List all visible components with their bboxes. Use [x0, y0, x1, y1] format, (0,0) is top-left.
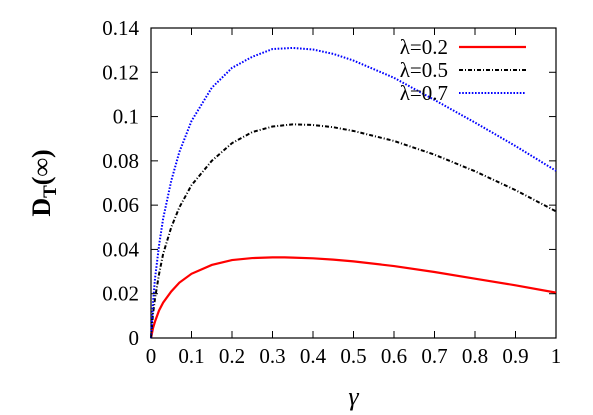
x-tick-label: 0.6 — [381, 344, 407, 368]
x-tick-label: 0.7 — [421, 344, 447, 368]
x-tick-label: 0.9 — [502, 344, 528, 368]
y-tick-label: 0 — [129, 326, 140, 350]
series-line-2 — [150, 123, 557, 339]
series-line-1 — [149, 256, 557, 339]
y-tick-label: 0.12 — [102, 60, 139, 84]
x-tick-label: 1 — [551, 344, 562, 368]
y-axis-title-suffix: (∞) — [27, 149, 56, 185]
x-tick-label: 0 — [146, 344, 157, 368]
series-line-3 — [150, 46, 557, 339]
y-axis-title-subscript: T — [40, 185, 61, 198]
x-tick-label: 0.1 — [178, 344, 204, 368]
y-tick-label: 0.06 — [102, 193, 139, 217]
y-tick-label: 0.1 — [113, 105, 139, 129]
x-tick-label: 0.4 — [300, 344, 327, 368]
y-tick-label: 0.08 — [102, 149, 139, 173]
x-tick-label: 0.2 — [219, 344, 245, 368]
plot-frame — [150, 27, 557, 339]
y-axis-title-main: D — [27, 198, 56, 217]
x-tick-label: 0.3 — [259, 344, 285, 368]
legend-label-3: λ=0.7 — [400, 81, 448, 105]
y-tick-label: 0.04 — [102, 237, 139, 261]
legend-label-1: λ=0.2 — [400, 35, 448, 59]
legend-label-2: λ=0.5 — [400, 58, 448, 82]
x-tick-label: 0.8 — [462, 344, 488, 368]
y-tick-label: 0.14 — [102, 16, 139, 40]
y-tick-label: 0.02 — [102, 282, 139, 306]
y-axis-title: DT(∞) — [27, 149, 61, 216]
x-tick-label: 0.5 — [340, 344, 366, 368]
x-axis-title: γ — [348, 382, 359, 411]
